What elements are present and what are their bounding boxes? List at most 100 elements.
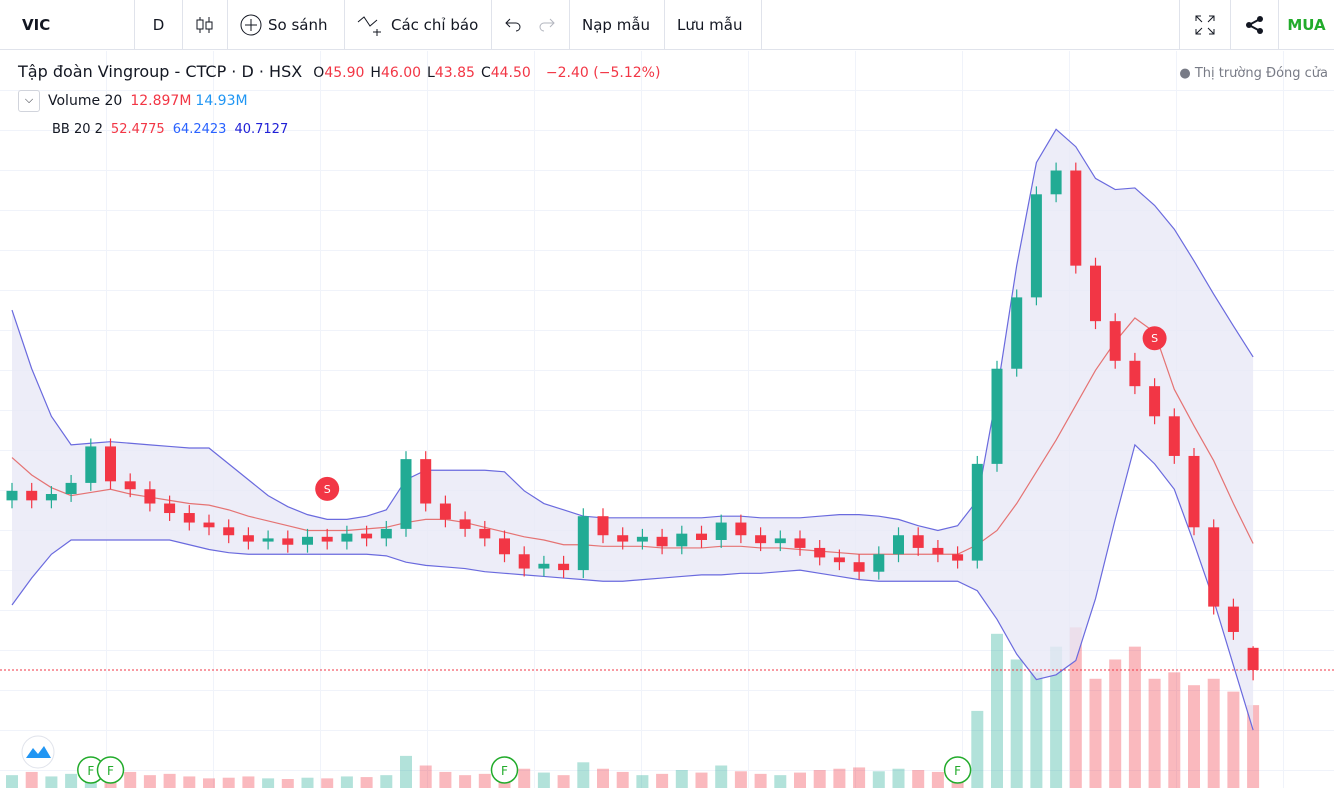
signal-marker: F — [96, 756, 125, 784]
candle-body — [105, 446, 116, 482]
volume-bar — [124, 771, 137, 788]
candle-body — [873, 554, 885, 572]
candle-body — [971, 463, 983, 561]
volume-bar — [262, 778, 275, 788]
candle-body — [794, 538, 806, 548]
candle-body — [144, 489, 156, 504]
candle-body — [479, 528, 491, 539]
signal-circle — [1142, 326, 1167, 351]
candle-body — [676, 533, 688, 547]
candle-body — [164, 503, 176, 514]
indicators-button[interactable]: Các chỉ báo — [345, 0, 492, 50]
volume-bar — [459, 775, 472, 788]
volume-bar — [774, 775, 787, 788]
volume-bar — [1030, 672, 1043, 788]
volume-bar — [715, 765, 728, 788]
save-button[interactable]: Lưu mẫu — [665, 0, 762, 50]
buy-button[interactable]: MUA — [1279, 0, 1334, 50]
lower-band — [11, 443, 1254, 731]
interval-button[interactable]: D — [135, 0, 183, 50]
signal-label: F — [954, 764, 961, 778]
chart-type-button[interactable] — [183, 0, 228, 50]
compare-label: So sánh — [268, 15, 328, 34]
redo-icon[interactable] — [538, 17, 556, 33]
volume-bar — [1188, 685, 1200, 788]
signal-label: S — [1151, 332, 1158, 345]
volume-bar — [813, 770, 826, 788]
ohlc-value: 44.50 — [490, 65, 531, 81]
ohlc-key: L — [427, 65, 435, 81]
compare-button[interactable]: So sánh — [228, 0, 345, 50]
volume-bar — [912, 770, 925, 788]
candle-body — [183, 513, 195, 523]
candle-body — [85, 446, 97, 483]
ohlc-key: H — [370, 65, 381, 81]
volume-bar — [557, 775, 570, 788]
candle-body — [1129, 360, 1141, 387]
indicators-label: Các chỉ báo — [391, 15, 479, 34]
undo-icon[interactable] — [504, 17, 522, 33]
indicator-value: 12.897M — [130, 93, 192, 109]
ohlc-key: O — [313, 65, 325, 81]
save-label: Lưu mẫu — [677, 15, 743, 34]
candle-body — [696, 533, 707, 540]
load-button[interactable]: Nạp mẫu — [570, 0, 665, 50]
change: −2.40 (−5.12%) — [545, 65, 661, 81]
candle-body — [715, 522, 727, 540]
volume-bar — [281, 779, 294, 788]
volume-bar — [1148, 678, 1161, 788]
status-text: Thị trường Đóng cửa — [1194, 66, 1328, 81]
volume-bar — [754, 773, 767, 788]
volume-bar — [872, 771, 885, 788]
market-status: ● Thị trường Đóng cửa — [1179, 66, 1328, 81]
indicator-value: 52.4775 — [110, 122, 165, 137]
fullscreen-button[interactable] — [1179, 0, 1231, 50]
volume-bar — [400, 755, 412, 788]
candle-body — [124, 481, 136, 490]
candle-body — [420, 459, 432, 504]
symbol-legend: Tập đoàn Vingroup - CTCP · D · HSX O45.9… — [18, 62, 660, 81]
signal-circle — [96, 756, 125, 784]
signal-marker: S — [1142, 326, 1167, 351]
candle-body — [853, 562, 865, 572]
volume-bar — [833, 768, 846, 788]
band-fill — [12, 129, 1254, 731]
undo-redo[interactable] — [492, 0, 570, 50]
collapse-button[interactable]: ⌵ — [18, 90, 40, 112]
volume-bar — [656, 773, 669, 788]
ohlc-value: 45.90 — [324, 65, 365, 81]
candle-body — [735, 522, 747, 536]
candle-body — [814, 547, 826, 558]
volume-bar — [321, 778, 334, 788]
ohlc-value: 46.00 — [380, 65, 422, 81]
volume-bar — [65, 773, 78, 788]
volume-bar — [6, 775, 18, 788]
volume-legend: ⌵ Volume 20 12.897M 14.93M — [18, 90, 248, 112]
volume-bar — [675, 770, 688, 788]
candle-body — [558, 563, 570, 571]
signal-circle — [943, 756, 972, 784]
candle-body — [459, 519, 471, 529]
candle-body — [774, 538, 786, 544]
signal-label: S — [324, 483, 331, 496]
share-button[interactable] — [1231, 0, 1279, 50]
candle-icon — [196, 16, 213, 33]
fullscreen-icon — [1195, 15, 1215, 34]
volume-bar — [45, 776, 58, 788]
volume-bar — [971, 710, 984, 788]
symbol-button[interactable]: VIC — [0, 0, 135, 50]
logo — [21, 735, 55, 769]
volume-bar — [597, 768, 609, 788]
candle-body — [282, 538, 294, 545]
plus-icon — [240, 14, 262, 35]
volume-bar — [1128, 646, 1141, 788]
signal-label: F — [107, 764, 114, 778]
candle-body — [597, 516, 609, 536]
volume-bar — [143, 775, 156, 788]
candle-body — [262, 538, 274, 542]
volume-bar — [380, 775, 393, 788]
candle-body — [1247, 647, 1259, 671]
indicator-value: 40.7127 — [234, 122, 289, 137]
indicator-name: Volume 20 — [48, 93, 123, 109]
